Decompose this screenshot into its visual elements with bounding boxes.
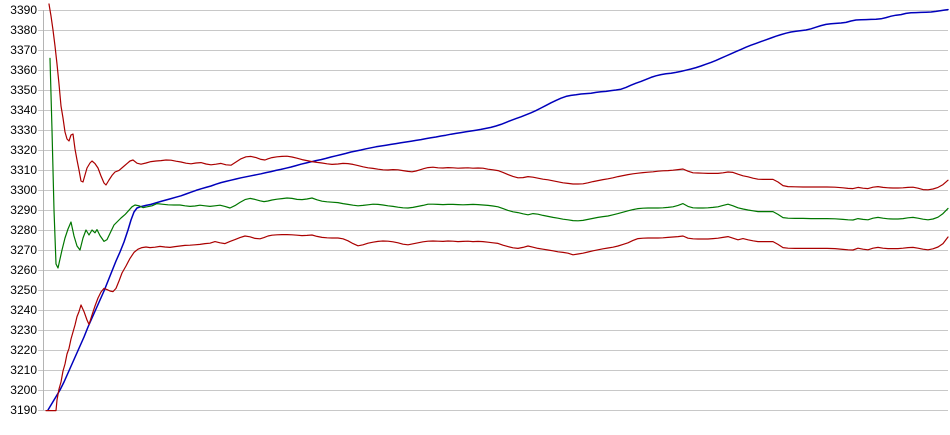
y-axis-tick-label: 3240 — [10, 303, 37, 317]
y-axis-tick-label: 3370 — [10, 43, 37, 57]
y-axis-tick-label: 3320 — [10, 143, 37, 157]
series-main-line-line — [47, 8, 949, 411]
y-axis-tick-label: 3360 — [10, 63, 37, 77]
y-axis-tick-label: 3230 — [10, 323, 37, 337]
y-axis-tick-label: 3380 — [10, 23, 37, 37]
y-axis-tick-label: 3290 — [10, 203, 37, 217]
series-upper-band-line — [48, 3, 949, 191]
y-axis-tick-label: 3270 — [10, 243, 37, 257]
y-axis-tick-label: 3250 — [10, 283, 37, 297]
y-axis-tick-label: 3300 — [10, 183, 37, 197]
series-lower-band-line — [45, 234, 949, 412]
y-axis-tick-label: 3350 — [10, 83, 37, 97]
series-middle-band-line — [49, 57, 949, 269]
y-axis-tick-label: 3280 — [10, 223, 37, 237]
y-axis-tick-label: 3310 — [10, 163, 37, 177]
y-axis-tick-label: 3390 — [10, 3, 37, 17]
y-axis-tick-label: 3260 — [10, 263, 37, 277]
y-axis-tick-label: 3200 — [10, 383, 37, 397]
y-axis-tick-label: 3210 — [10, 363, 37, 377]
y-axis-tick-label: 3340 — [10, 103, 37, 117]
y-axis-tick-label: 3330 — [10, 123, 37, 137]
y-axis-tick-label: 3190 — [10, 403, 37, 417]
y-axis-tick-label: 3220 — [10, 343, 37, 357]
